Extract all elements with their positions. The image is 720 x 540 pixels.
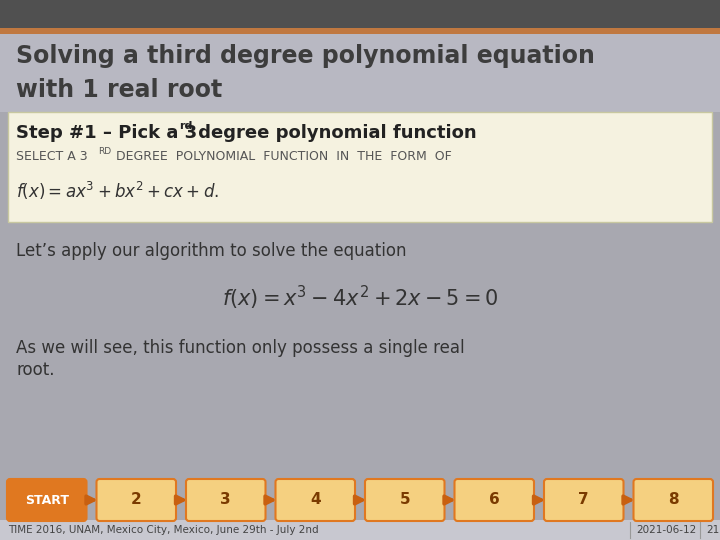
Text: RD: RD: [98, 147, 111, 156]
FancyBboxPatch shape: [7, 479, 86, 521]
Text: 2: 2: [131, 492, 142, 508]
Text: root.: root.: [16, 361, 55, 379]
FancyBboxPatch shape: [0, 34, 720, 112]
Text: 7: 7: [578, 492, 589, 508]
FancyBboxPatch shape: [634, 479, 713, 521]
Text: Let’s apply our algorithm to solve the equation: Let’s apply our algorithm to solve the e…: [16, 242, 407, 260]
Text: As we will see, this function only possess a single real: As we will see, this function only posse…: [16, 339, 464, 357]
Text: Step #1 – Pick a 3: Step #1 – Pick a 3: [16, 124, 197, 142]
Text: TIME 2016, UNAM, Mexico City, Mexico, June 29th - July 2nd: TIME 2016, UNAM, Mexico City, Mexico, Ju…: [8, 525, 319, 535]
FancyBboxPatch shape: [186, 479, 266, 521]
Text: with 1 real root: with 1 real root: [16, 78, 222, 102]
FancyBboxPatch shape: [0, 28, 720, 34]
FancyBboxPatch shape: [454, 479, 534, 521]
Text: DEGREE  POLYNOMIAL  FUNCTION  IN  THE  FORM  OF: DEGREE POLYNOMIAL FUNCTION IN THE FORM O…: [112, 150, 451, 163]
FancyBboxPatch shape: [0, 520, 720, 540]
FancyBboxPatch shape: [365, 479, 444, 521]
Text: $f(x) = ax^3 + bx^2 + cx + d.$: $f(x) = ax^3 + bx^2 + cx + d.$: [16, 180, 219, 202]
Text: 8: 8: [668, 492, 678, 508]
Text: 5: 5: [400, 492, 410, 508]
Text: 6: 6: [489, 492, 500, 508]
Text: 4: 4: [310, 492, 320, 508]
Text: $f(x) = x^3 - 4x^2 + 2x - 5 = 0$: $f(x) = x^3 - 4x^2 + 2x - 5 = 0$: [222, 284, 498, 312]
Text: SELECT A 3: SELECT A 3: [16, 150, 88, 163]
FancyBboxPatch shape: [276, 479, 355, 521]
Text: degree polynomial function: degree polynomial function: [192, 124, 477, 142]
Text: 3: 3: [220, 492, 231, 508]
Text: Solving a third degree polynomial equation: Solving a third degree polynomial equati…: [16, 44, 595, 68]
FancyBboxPatch shape: [8, 112, 712, 222]
FancyBboxPatch shape: [96, 479, 176, 521]
FancyBboxPatch shape: [0, 0, 720, 28]
Text: 21: 21: [706, 525, 719, 535]
Text: START: START: [24, 494, 68, 507]
Text: 2021-06-12: 2021-06-12: [636, 525, 696, 535]
FancyBboxPatch shape: [544, 479, 624, 521]
Text: rd: rd: [179, 121, 192, 131]
